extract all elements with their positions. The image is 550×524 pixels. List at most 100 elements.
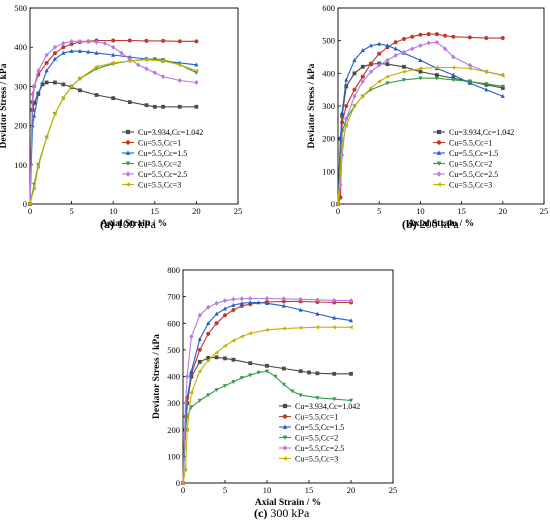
legend-marker	[282, 424, 288, 429]
data-point	[239, 296, 244, 302]
data-point	[94, 93, 99, 97]
data-point	[32, 83, 37, 89]
data-point	[86, 38, 91, 44]
y-axis-label: Deviator Stress / kPa	[307, 63, 317, 148]
data-point	[222, 298, 228, 304]
data-point	[144, 38, 149, 43]
data-point	[36, 91, 41, 96]
data-point	[119, 50, 124, 56]
y-tick-label: 200	[322, 134, 335, 144]
data-point	[61, 45, 66, 50]
data-point	[183, 467, 188, 472]
y-tick-label: 500	[167, 345, 180, 355]
x-tick-label: 20	[499, 206, 508, 216]
legend-marker	[282, 414, 288, 419]
data-point	[152, 104, 157, 109]
legend-label: Cu=5.5,Cc=1	[138, 139, 181, 148]
data-point	[205, 358, 210, 363]
data-point	[401, 78, 407, 83]
y-tick-label: 200	[14, 121, 27, 131]
data-point	[315, 325, 320, 330]
data-point	[222, 306, 228, 311]
data-point	[161, 74, 166, 80]
data-point	[127, 100, 132, 104]
data-point	[290, 389, 295, 394]
data-point	[434, 32, 439, 37]
data-point	[144, 57, 149, 62]
legend-marker	[282, 456, 287, 461]
data-point	[44, 135, 49, 140]
x-tick-label: 20	[347, 485, 356, 495]
data-point	[339, 143, 344, 148]
data-point	[451, 72, 456, 77]
data-point	[248, 300, 253, 305]
data-point	[214, 311, 219, 316]
data-point	[61, 82, 66, 87]
data-point	[194, 39, 199, 44]
data-point	[248, 373, 253, 378]
data-point	[307, 370, 311, 375]
data-point	[368, 69, 374, 75]
plot-frame	[182, 269, 394, 484]
data-point	[360, 74, 365, 79]
y-tick-label: 0	[23, 199, 27, 209]
chart-panel-c: 0 5 10 15 20 25 0 100 200 300 400 500 600 700 800 Axial…	[152, 265, 397, 508]
data-point	[335, 201, 340, 207]
x-axis-label: Axial Strain / %	[255, 498, 321, 508]
data-point	[69, 42, 74, 47]
data-point	[338, 169, 343, 174]
x-tick-label: 0	[181, 485, 185, 495]
legend-marker	[436, 171, 442, 177]
data-point	[385, 74, 390, 79]
data-point	[348, 298, 354, 304]
data-point	[69, 84, 74, 89]
data-point	[281, 296, 286, 302]
data-point	[231, 296, 236, 302]
data-point	[247, 331, 252, 336]
data-point	[315, 396, 320, 401]
data-point	[231, 307, 236, 312]
chart-panel-a: 0 5 10 15 20 25 0 100 200 300 400 500 Axial Strain /…	[0, 3, 242, 229]
data-point	[348, 325, 353, 330]
y-tick-label: 300	[322, 101, 335, 111]
data-point	[102, 40, 107, 46]
data-point	[349, 371, 353, 376]
x-tick-label: 20	[192, 206, 201, 216]
data-point	[331, 325, 336, 330]
data-point	[265, 363, 269, 368]
data-point	[434, 73, 439, 77]
data-point	[144, 103, 149, 108]
data-point	[281, 326, 286, 331]
data-point	[30, 91, 35, 97]
data-point	[418, 69, 423, 74]
legend-label: Cu=5.5,Cc=1	[295, 413, 338, 422]
data-point	[239, 334, 244, 339]
data-point	[315, 371, 320, 376]
data-point	[194, 62, 199, 67]
data-point	[484, 82, 489, 87]
y-tick-label: 400	[14, 42, 27, 52]
data-point	[298, 296, 303, 302]
legend-label: Cu=5.5,Cc=2	[449, 160, 492, 169]
data-point	[281, 366, 286, 371]
data-point	[197, 347, 202, 352]
data-point	[32, 113, 37, 118]
y-axis-label: Deviator Stress / kPa	[152, 334, 162, 419]
data-point	[352, 93, 357, 99]
data-point	[340, 130, 345, 135]
series-line	[182, 301, 352, 484]
data-point	[348, 318, 354, 323]
y-tick-label: 600	[322, 3, 335, 13]
data-point	[127, 58, 132, 64]
data-point	[31, 186, 36, 191]
plot-frame	[337, 7, 545, 205]
data-point	[264, 296, 270, 301]
data-point	[451, 78, 456, 83]
legend-marker	[282, 435, 288, 441]
legend-label: Cu=3.934,Cc=1.042	[295, 402, 360, 411]
data-point	[402, 64, 406, 69]
data-point	[197, 336, 202, 341]
caption-b: (b) 200 kPa	[402, 217, 459, 231]
y-tick-label: 300	[14, 81, 27, 91]
data-point	[352, 87, 357, 92]
